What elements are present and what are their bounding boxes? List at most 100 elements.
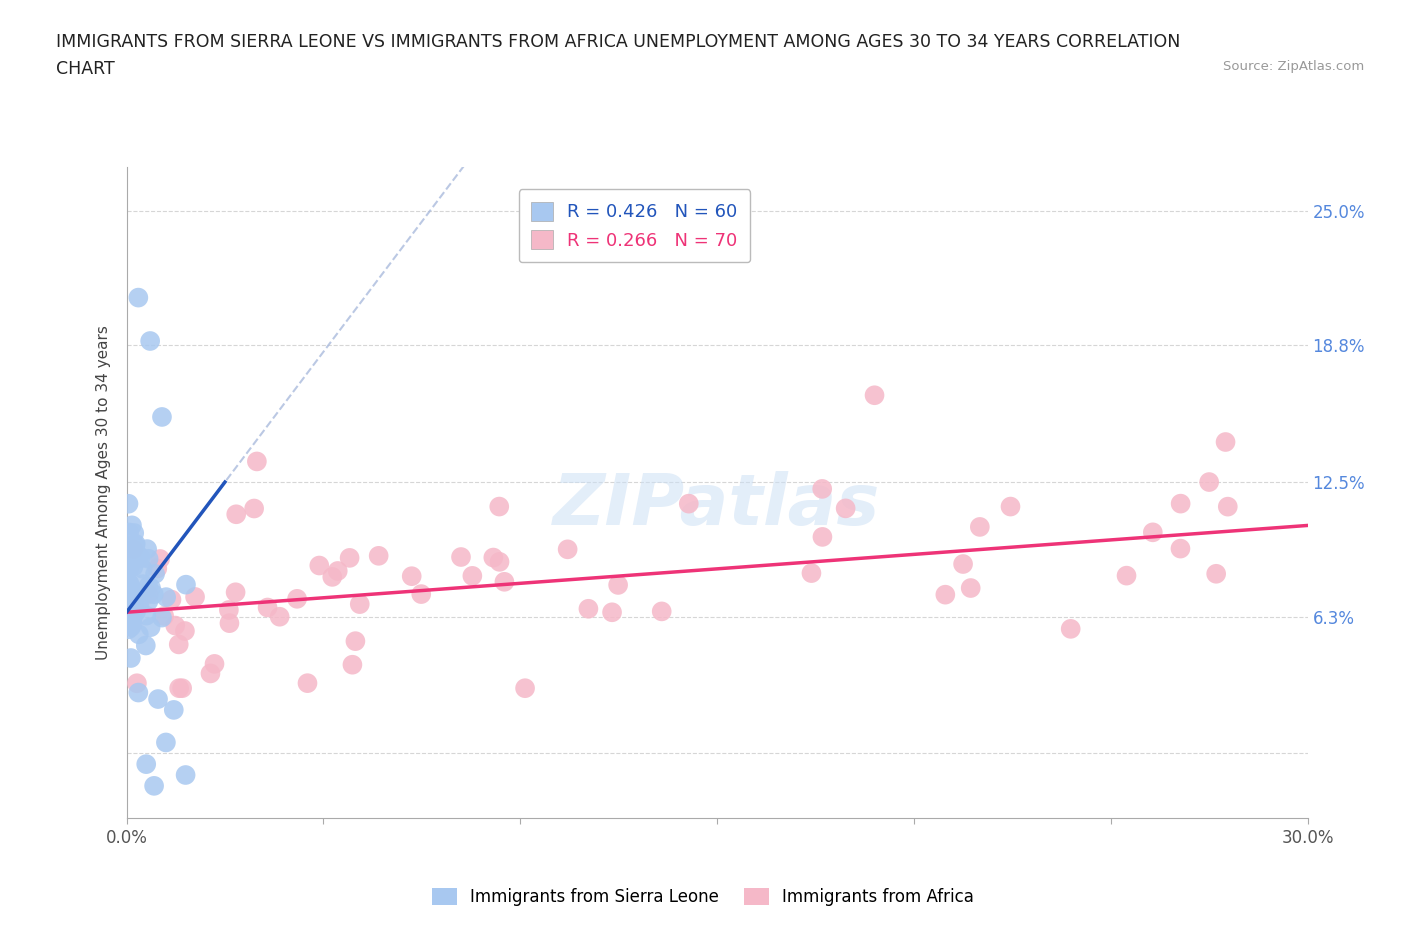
Text: IMMIGRANTS FROM SIERRA LEONE VS IMMIGRANTS FROM AFRICA UNEMPLOYMENT AMONG AGES 3: IMMIGRANTS FROM SIERRA LEONE VS IMMIGRAN… <box>56 33 1181 50</box>
Point <box>121 612 143 627</box>
Point <box>834 501 856 516</box>
Point <box>124 589 146 604</box>
Point <box>174 578 197 592</box>
Point <box>135 638 157 653</box>
Point <box>367 549 389 564</box>
Point <box>118 525 141 540</box>
Point <box>136 578 159 593</box>
Point <box>127 290 149 305</box>
Point <box>132 577 155 591</box>
Point <box>200 666 222 681</box>
Point <box>342 658 364 672</box>
Point <box>321 569 343 584</box>
Point <box>121 616 143 631</box>
Point <box>128 597 150 612</box>
Point <box>124 538 146 552</box>
Point <box>122 525 145 540</box>
Point <box>1115 568 1137 583</box>
Point <box>124 600 146 615</box>
Point <box>117 497 139 512</box>
Point <box>128 549 150 564</box>
Point <box>1198 474 1220 489</box>
Point <box>117 564 139 578</box>
Point <box>146 692 169 707</box>
Point <box>132 562 155 577</box>
Point <box>117 576 139 591</box>
Point <box>401 569 423 584</box>
Point <box>488 554 510 569</box>
Point <box>124 587 146 602</box>
Point <box>246 454 269 469</box>
Point <box>1216 499 1239 514</box>
Point <box>129 551 152 565</box>
Point <box>138 551 160 566</box>
Point <box>135 757 157 772</box>
Text: ZIPatlas: ZIPatlas <box>554 472 880 540</box>
Point <box>121 540 143 555</box>
Point <box>607 578 630 592</box>
Point <box>155 590 177 604</box>
Point <box>184 590 207 604</box>
Point <box>167 637 190 652</box>
Point <box>150 610 173 625</box>
Point <box>256 600 278 615</box>
Point <box>811 529 834 544</box>
Point <box>651 604 673 618</box>
Point <box>125 546 148 561</box>
Point <box>174 623 197 638</box>
Point <box>155 735 177 750</box>
Point <box>128 597 150 612</box>
Point <box>165 618 187 633</box>
Point <box>800 565 823 580</box>
Point <box>122 560 145 575</box>
Point <box>118 576 141 591</box>
Point <box>143 778 166 793</box>
Point <box>678 497 700 512</box>
Point <box>172 681 194 696</box>
Legend: Immigrants from Sierra Leone, Immigrants from Africa: Immigrants from Sierra Leone, Immigrants… <box>425 881 981 912</box>
Point <box>600 604 623 619</box>
Point <box>411 587 433 602</box>
Point <box>811 482 834 497</box>
Point <box>269 609 291 624</box>
Point <box>142 587 165 602</box>
Point <box>139 334 162 349</box>
Text: Source: ZipAtlas.com: Source: ZipAtlas.com <box>1223 60 1364 73</box>
Point <box>1000 499 1022 514</box>
Point <box>139 619 162 634</box>
Point <box>139 580 162 595</box>
Point <box>557 542 579 557</box>
Point <box>1060 621 1083 636</box>
Point <box>153 608 176 623</box>
Point <box>450 550 472 565</box>
Point <box>243 501 266 516</box>
Point <box>118 588 141 603</box>
Point <box>513 681 536 696</box>
Point <box>1142 525 1164 539</box>
Point <box>959 580 981 595</box>
Point <box>218 616 240 631</box>
Point <box>163 702 186 717</box>
Point <box>121 589 143 604</box>
Point <box>349 597 371 612</box>
Y-axis label: Unemployment Among Ages 30 to 34 years: Unemployment Among Ages 30 to 34 years <box>96 326 111 660</box>
Point <box>934 587 956 602</box>
Point <box>117 618 139 633</box>
Point <box>118 582 141 597</box>
Point <box>138 587 160 602</box>
Point <box>122 542 145 557</box>
Point <box>339 551 361 565</box>
Point <box>218 603 240 618</box>
Point <box>121 582 143 597</box>
Point <box>121 589 143 604</box>
Point <box>482 551 505 565</box>
Point <box>120 651 142 666</box>
Point <box>308 558 330 573</box>
Legend: R = 0.426   N = 60, R = 0.266   N = 70: R = 0.426 N = 60, R = 0.266 N = 70 <box>519 190 751 262</box>
Point <box>125 676 148 691</box>
Point <box>488 499 510 514</box>
Point <box>146 561 169 576</box>
Point <box>969 520 991 535</box>
Point <box>297 676 319 691</box>
Point <box>150 409 173 424</box>
